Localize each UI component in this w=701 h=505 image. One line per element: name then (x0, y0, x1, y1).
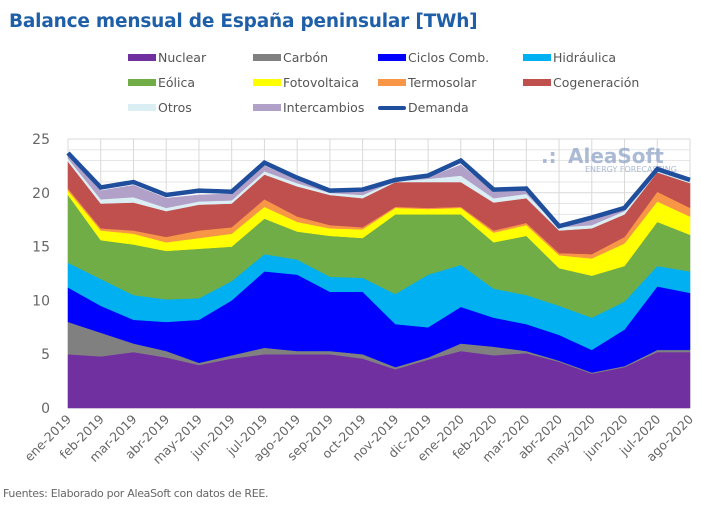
legend-item-hidraulica: Hidráulica (523, 50, 616, 65)
legend-label: Intercambios (283, 100, 365, 115)
legend-label: Ciclos Comb. (408, 50, 490, 65)
y-tick-label: 25 (32, 132, 50, 148)
legend-item-eolica: Eólica (128, 75, 195, 90)
legend-label: Demanda (408, 100, 469, 115)
legend-swatch (128, 54, 156, 61)
line-demanda (66, 151, 691, 229)
y-tick-label: 5 (41, 347, 50, 363)
aleasoft-watermark: AleaSoft .: ENERGY FORECASTING (541, 144, 677, 174)
legend-swatch (128, 104, 156, 111)
legend-label: Cogeneración (553, 75, 640, 90)
legend-swatch (378, 54, 406, 61)
chart-legend: Nuclear Carbón Ciclos Comb. Hidráulica Eólic… (128, 50, 648, 122)
chart-title: Balance mensual de España peninsular [TW… (9, 11, 478, 32)
legend-item-ciclos-comb: Ciclos Comb. (378, 50, 489, 65)
legend-item-otros: Otros (128, 100, 192, 115)
watermark-dots-icon: .: (541, 144, 557, 168)
y-tick-label: 20 (32, 186, 50, 202)
legend-item-intercambios: Intercambios (253, 100, 364, 115)
y-tick-label: 15 (32, 240, 50, 256)
legend-swatch (378, 105, 406, 110)
legend-label: Nuclear (158, 50, 207, 65)
legend-item-demanda: Demanda (378, 100, 469, 115)
legend-swatch (253, 104, 281, 111)
y-axis-ticks: 0 5 10 15 20 25 (32, 132, 50, 417)
legend-item-termosolar: Termosolar (378, 75, 476, 90)
watermark-brand: AleaSoft (568, 144, 664, 168)
legend-label: Termosolar (408, 75, 477, 90)
legend-swatch (378, 79, 406, 86)
legend-swatch (523, 79, 551, 86)
demand-line-series (66, 151, 691, 229)
legend-item-cogeneracion: Cogeneración (523, 75, 639, 90)
legend-item-fotovoltaica: Fotovoltaica (253, 75, 359, 90)
legend-label: Otros (158, 100, 192, 115)
legend-item-carbon: Carbón (253, 50, 328, 65)
source-note: Fuentes: Elaborado por AleaSoft con dato… (3, 487, 269, 500)
legend-label: Eólica (158, 75, 196, 90)
watermark-tagline: ENERGY FORECASTING (585, 165, 677, 174)
y-tick-label: 10 (32, 293, 50, 309)
legend-item-nuclear: Nuclear (128, 50, 206, 65)
legend-label: Fotovoltaica (283, 75, 360, 90)
area-series (67, 154, 691, 409)
legend-swatch (253, 79, 281, 86)
legend-swatch (253, 54, 281, 61)
x-axis-ticks: ene-2019feb-2019mar-2019abr-2019may-2019… (21, 411, 696, 466)
legend-label: Hidráulica (553, 50, 617, 65)
legend-swatch (128, 79, 156, 86)
y-tick-label: 0 (41, 401, 50, 417)
legend-label: Carbón (283, 50, 329, 65)
legend-swatch (523, 54, 551, 61)
